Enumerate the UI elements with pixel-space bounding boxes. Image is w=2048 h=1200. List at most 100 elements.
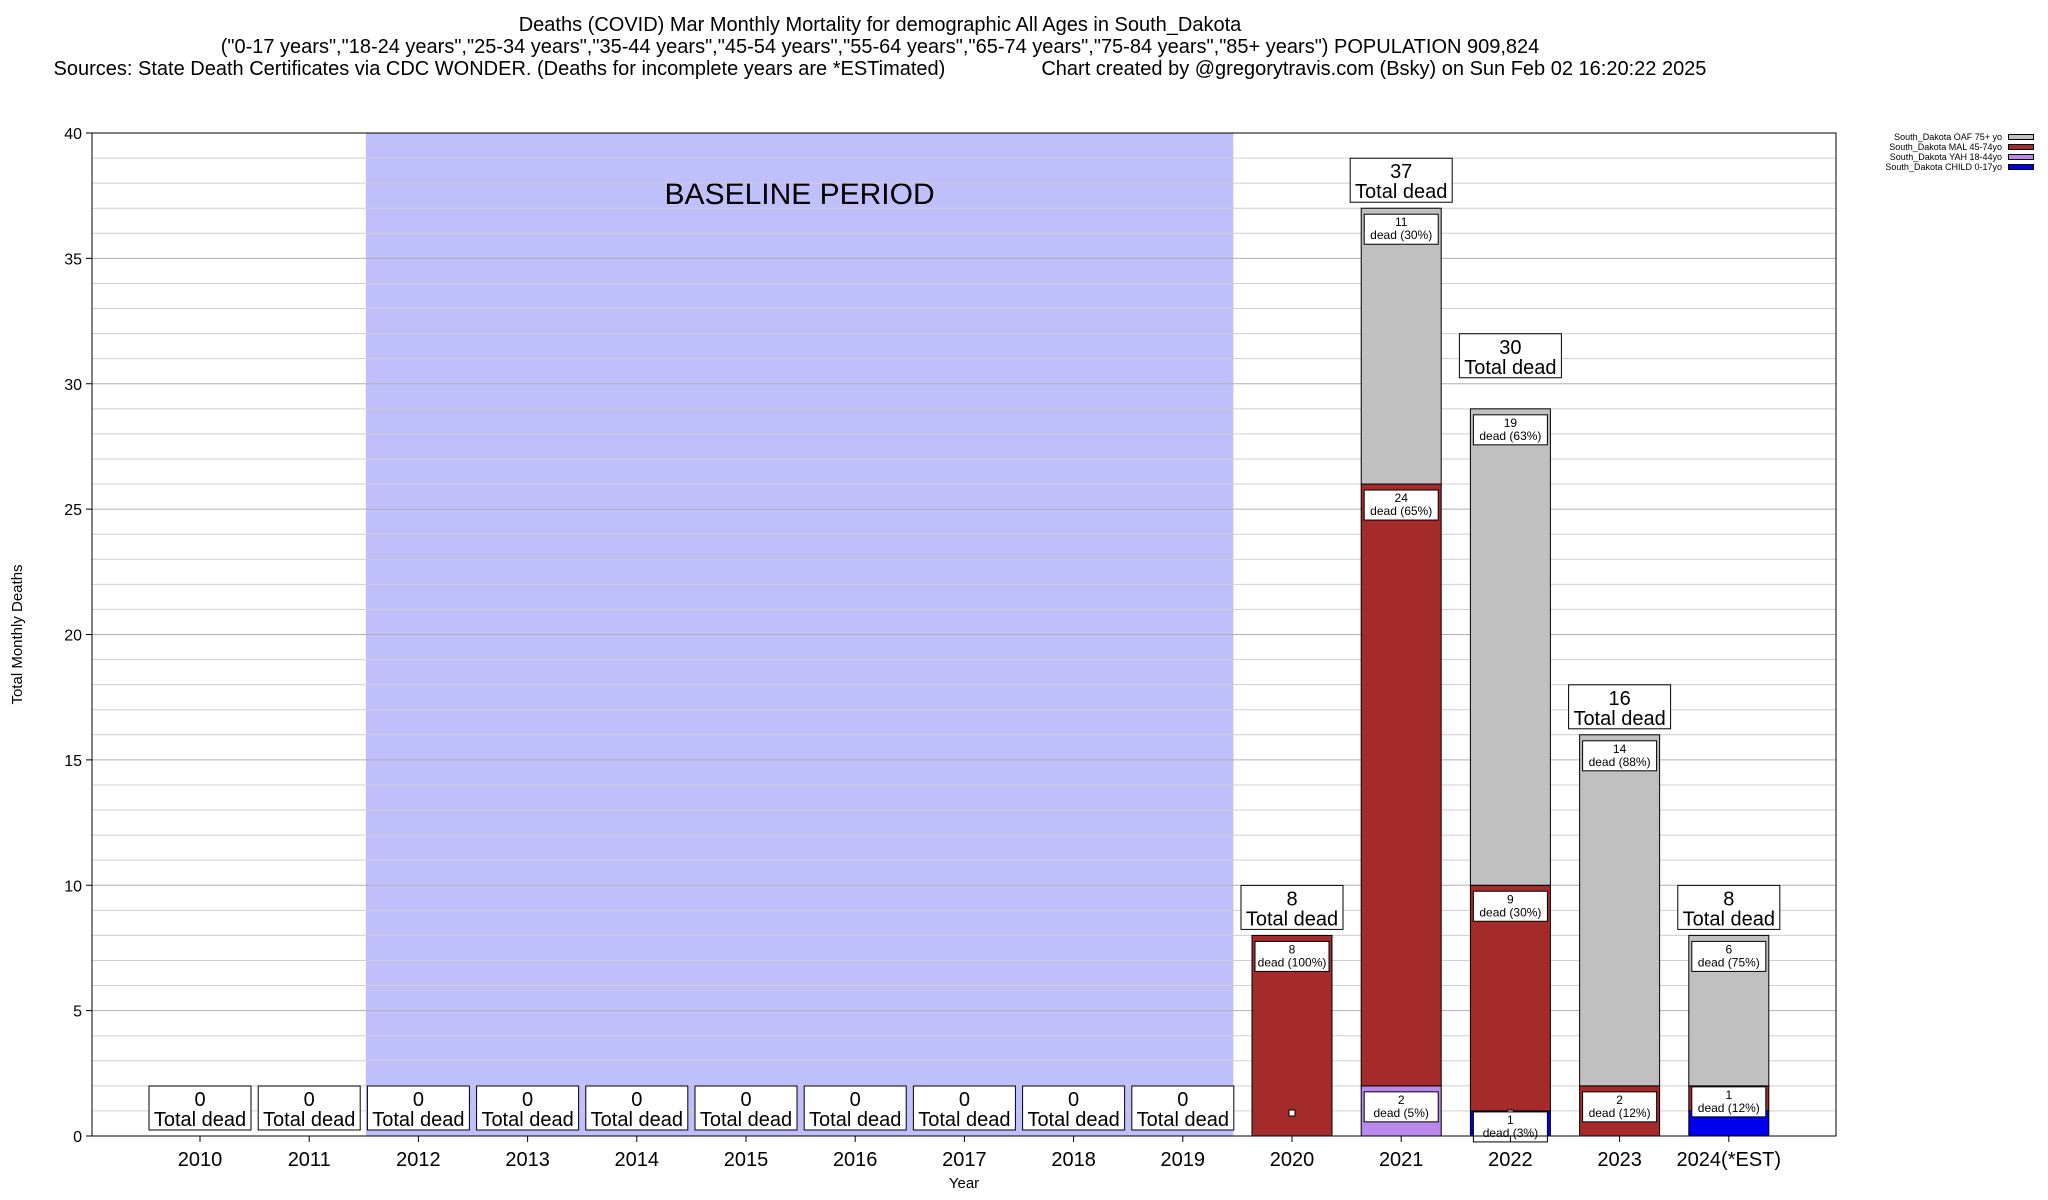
total-label-text: Total dead <box>1027 1109 1119 1131</box>
y-tick-label: 0 <box>73 1129 82 1146</box>
chart-subtitle-age-groups: ("0-17 years","18-24 years","25-34 years… <box>220 36 1540 58</box>
total-label-text: Total dead <box>1573 708 1665 730</box>
y-tick-label: 10 <box>64 878 82 895</box>
segment-label-count: 6 <box>1725 942 1732 956</box>
segment-label-count: 1 <box>1507 1113 1514 1127</box>
y-axis-title: Total Monthly Deaths <box>9 564 26 704</box>
segment-label-text: dead (5%) <box>1374 1106 1429 1120</box>
x-tick-label: 2020 <box>1270 1149 1315 1171</box>
segment-label-box <box>1363 1091 1439 1123</box>
x-tick-label: 2018 <box>1051 1149 1096 1171</box>
y-tick-label: 20 <box>64 628 82 645</box>
segment-label-box <box>1691 940 1767 972</box>
total-label-text: Total dead <box>1137 1109 1229 1131</box>
chart-title: Deaths (COVID) Mar Monthly Mortality for… <box>518 14 1242 36</box>
total-label-value: 16 <box>1608 688 1630 710</box>
x-tick-label: 2016 <box>833 1149 878 1171</box>
legend-swatch <box>2008 154 2034 160</box>
total-label-value: 0 <box>522 1089 533 1111</box>
chart-sources: Sources: State Death Certificates via CD… <box>53 58 946 80</box>
total-label-value: 0 <box>1068 1089 1079 1111</box>
total-label-box <box>1022 1085 1126 1131</box>
legend-swatch <box>2008 164 2034 170</box>
total-label-box <box>1677 884 1781 930</box>
segment-label-count: 8 <box>1289 942 1296 956</box>
total-label-text: Total dead <box>918 1109 1010 1131</box>
segment-label-text: dead (30%) <box>1370 228 1432 242</box>
total-label-box <box>585 1085 689 1131</box>
segment-label-box <box>1472 890 1548 922</box>
segment-label-box <box>1691 1086 1767 1118</box>
segment-label-count: 19 <box>1504 416 1518 430</box>
legend-label: South_Dakota YAH 18-44yo <box>1889 152 2002 162</box>
total-label-box <box>1568 684 1672 730</box>
segment-label-text: dead (12%) <box>1698 1101 1760 1115</box>
segment-label-text: dead (75%) <box>1698 955 1760 969</box>
segment-label-box <box>1582 1091 1658 1123</box>
bar-segment <box>1469 408 1551 886</box>
x-tick-label: 2019 <box>1161 1149 1206 1171</box>
total-label-text: Total dead <box>1246 908 1338 930</box>
segment-label-text: dead (100%) <box>1258 955 1327 969</box>
segment-label-text: dead (30%) <box>1479 905 1541 919</box>
total-label-value: 37 <box>1390 161 1412 183</box>
total-label-value: 0 <box>959 1089 970 1111</box>
y-tick-label: 5 <box>73 1004 82 1021</box>
segment-label-box <box>1582 740 1658 772</box>
total-label-text: Total dead <box>809 1109 901 1131</box>
bar-segment <box>1469 884 1551 1112</box>
total-label-value: 0 <box>1177 1089 1188 1111</box>
total-label-text: Total dead <box>1464 357 1556 379</box>
total-label-text: Total dead <box>154 1109 246 1131</box>
total-label-text: Total dead <box>372 1109 464 1131</box>
segment-label-count: 24 <box>1395 491 1409 505</box>
total-label-box <box>1458 333 1562 379</box>
total-label-text: Total dead <box>1355 181 1447 203</box>
total-label-box <box>476 1085 580 1131</box>
segment-label-text: dead (65%) <box>1370 504 1432 518</box>
bar-segment <box>1360 483 1442 1087</box>
total-label-box <box>148 1085 252 1131</box>
chart-sources-line: Sources: State Death Certificates via CD… <box>0 58 1760 80</box>
bar-base-marker <box>1288 1109 1296 1117</box>
total-label-box <box>366 1085 470 1131</box>
segment-label-count: 2 <box>1616 1093 1623 1107</box>
total-label-text: Total dead <box>263 1109 355 1131</box>
bar-segment <box>1360 207 1442 485</box>
x-tick-label: 2022 <box>1488 1149 1533 1171</box>
segment-label-count: 14 <box>1613 742 1627 756</box>
segment-label-text: dead (63%) <box>1479 429 1541 443</box>
x-tick-label: 2023 <box>1597 1149 1642 1171</box>
total-label-text: Total dead <box>481 1109 573 1131</box>
total-label-text: Total dead <box>1683 908 1775 930</box>
total-label-value: 0 <box>740 1089 751 1111</box>
total-label-box <box>1131 1085 1235 1131</box>
total-label-value: 8 <box>1286 888 1297 910</box>
legend-label: South_Dakota MAL 45-74yo <box>1889 142 2002 152</box>
total-label-value: 0 <box>304 1089 315 1111</box>
legend-swatch <box>2008 144 2034 150</box>
segment-label-count: 2 <box>1398 1093 1405 1107</box>
total-label-box <box>257 1085 361 1131</box>
legend-label: South_Dakota OAF 75+ yo <box>1894 132 2002 142</box>
x-tick-label: 2024(*EST) <box>1677 1149 1782 1171</box>
total-label-box <box>1240 884 1344 930</box>
y-tick-label: 40 <box>64 126 82 143</box>
